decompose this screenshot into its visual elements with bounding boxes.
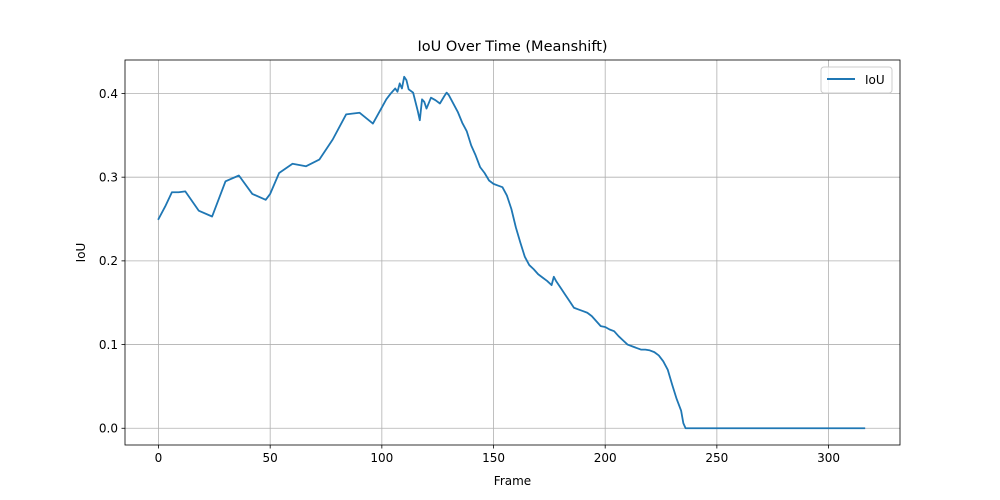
legend: IoU — [820, 66, 893, 94]
x-tick-label: 50 — [263, 451, 278, 465]
x-tick-label: 100 — [370, 451, 393, 465]
x-tick-label: 0 — [155, 451, 163, 465]
x-tick-label: 300 — [817, 451, 840, 465]
chart-title: IoU Over Time (Meanshift) — [417, 39, 607, 55]
y-tick-label: 0.0 — [99, 422, 118, 436]
plot-frame — [124, 59, 901, 446]
legend-label: IoU — [865, 73, 885, 87]
x-tick-label: 250 — [705, 451, 728, 465]
x-tick-label: 150 — [482, 451, 505, 465]
x-tick-label: 200 — [594, 451, 617, 465]
x-axis-label: Frame — [494, 474, 531, 488]
ticks: 0 50 100 150 200 250 300 0.0 0.1 0.2 0.3 0.4 — [99, 87, 840, 465]
grid — [125, 60, 900, 445]
legend-box — [820, 66, 893, 94]
y-tick-label: 0.4 — [99, 87, 118, 101]
y-tick-label: 0.1 — [99, 338, 118, 352]
y-axis-label: IoU — [74, 243, 88, 263]
series-line-iou — [157, 75, 866, 430]
y-tick-label: 0.3 — [99, 170, 118, 184]
y-tick-label: 0.2 — [99, 254, 118, 268]
series-layer — [157, 75, 866, 430]
